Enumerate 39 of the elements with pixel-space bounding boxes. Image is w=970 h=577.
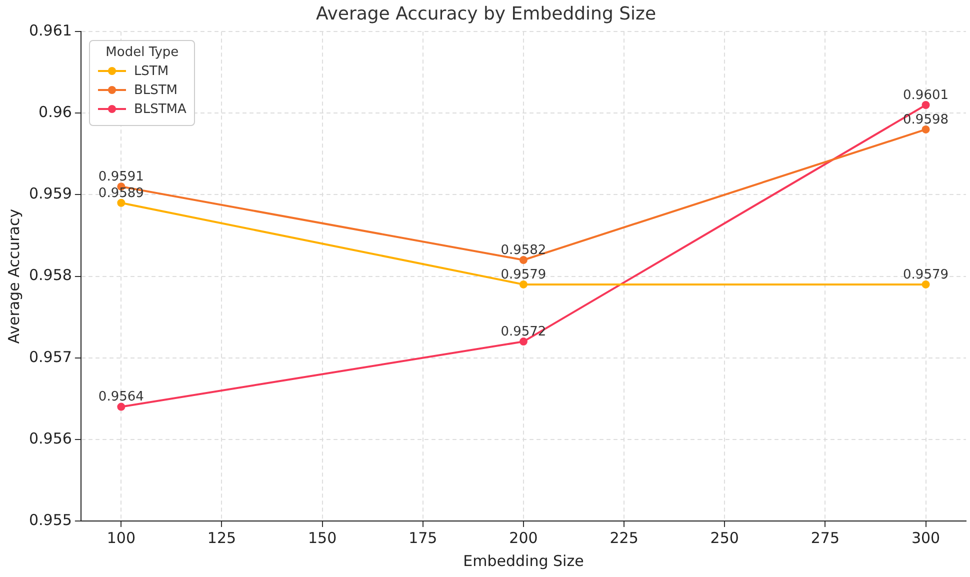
- x-tick-label: 175: [408, 528, 438, 547]
- data-label: 0.9564: [98, 390, 144, 405]
- point: [922, 101, 930, 110]
- chart-title: Average Accuracy by Embedding Size: [316, 3, 656, 24]
- legend-label: BLSTMA: [134, 102, 186, 117]
- x-tick-label: 275: [810, 528, 840, 547]
- point: [519, 338, 528, 346]
- data-label: 0.9582: [500, 242, 546, 258]
- data-label: 0.9579: [500, 267, 546, 282]
- y-tick-label: 0.957: [28, 348, 72, 366]
- data-label: 0.9601: [903, 88, 949, 103]
- data-label: 0.9589: [98, 186, 144, 201]
- x-tick-label: 125: [207, 528, 236, 547]
- data-label: 0.9598: [903, 112, 949, 128]
- x-tick-label: 300: [911, 528, 940, 547]
- y-tick-label: 0.961: [28, 21, 72, 40]
- y-tick-label: 0.958: [28, 266, 72, 284]
- y-tick-label: 0.955: [28, 510, 72, 529]
- x-tick-label: 100: [106, 528, 136, 547]
- point: [922, 125, 930, 134]
- y-tick-label: 0.959: [28, 184, 72, 203]
- x-tick-label: 150: [308, 528, 337, 547]
- x-tick-label: 200: [509, 528, 538, 547]
- x-tick-label: 225: [610, 528, 638, 547]
- point: [519, 280, 528, 288]
- data-label: 0.9579: [903, 267, 949, 282]
- y-tick-label: 0.96: [38, 103, 72, 122]
- legend-label: BLSTM: [134, 82, 178, 98]
- point: [117, 198, 126, 207]
- point: [519, 256, 528, 264]
- y-axis-title: Average Accuracy: [4, 208, 23, 344]
- point: [117, 402, 126, 411]
- x-axis-title: Embedding Size: [463, 552, 584, 570]
- y-tick-label: 0.956: [28, 429, 72, 448]
- legend-label: LSTM: [134, 64, 169, 79]
- x-tick-label: 250: [710, 528, 739, 547]
- point: [922, 280, 930, 288]
- legend-title: Model Type: [104, 44, 180, 60]
- data-label: 0.9591: [98, 169, 144, 184]
